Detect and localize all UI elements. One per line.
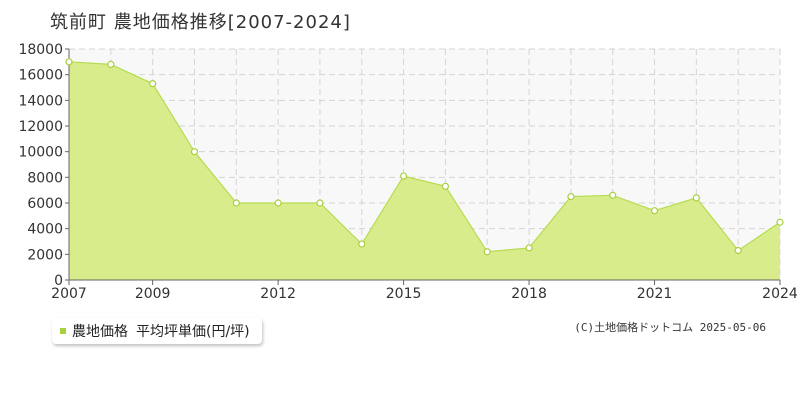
- data-point: [232, 199, 240, 207]
- data-point: [609, 191, 617, 199]
- data-point: [734, 246, 742, 255]
- data-point: [149, 80, 157, 88]
- series-area: [69, 61, 780, 281]
- series-line: [68, 61, 781, 253]
- x-tick-label: 2009: [135, 286, 171, 302]
- y-tick-label: 16000: [18, 68, 63, 84]
- x-tick-label: 2015: [386, 286, 422, 302]
- data-point: [483, 248, 491, 256]
- x-tick-label: 2018: [511, 286, 547, 302]
- data-point: [65, 58, 73, 66]
- legend-marker-icon: [60, 328, 66, 334]
- data-point: [190, 148, 199, 156]
- legend: 農地価格 平均坪単価(円/坪): [52, 318, 262, 344]
- y-tick-label: 8000: [27, 170, 63, 186]
- data-point: [274, 199, 282, 207]
- y-tick-label: 4000: [27, 222, 63, 238]
- y-tick-label: 12000: [18, 119, 63, 135]
- legend-series-label: 農地価格: [72, 324, 128, 340]
- x-tick-label: 2024: [762, 286, 798, 302]
- y-tick-label: 2000: [27, 247, 63, 263]
- data-point: [692, 194, 700, 202]
- data-point: [650, 207, 659, 215]
- y-tick-label: 18000: [18, 42, 63, 58]
- data-point: [525, 244, 533, 252]
- data-point: [441, 182, 450, 190]
- chart-title: 筑前町 農地価格推移[2007-2024]: [50, 12, 351, 33]
- x-tick-label: 2021: [637, 286, 673, 302]
- axes: 0 2000 4000 6000 8000 10000 12000 14000 16000 180…: [18, 42, 797, 302]
- legend-unit-label: 平均坪単価(円/坪): [136, 324, 250, 340]
- x-tick-label: 2012: [260, 286, 296, 302]
- data-point: [107, 60, 115, 69]
- y-tick-label: 6000: [27, 196, 63, 212]
- x-tick-label: 2007: [51, 286, 87, 302]
- y-tick-label: 10000: [18, 145, 63, 161]
- copyright-notice: (C)土地価格ドットコム 2025-05-06: [574, 321, 766, 334]
- data-series: [68, 61, 781, 281]
- data-point: [567, 192, 575, 201]
- data-markers: [65, 58, 784, 256]
- y-tick-label: 0: [54, 273, 63, 289]
- data-point: [776, 218, 784, 226]
- data-point: [399, 172, 408, 180]
- data-point: [358, 240, 366, 248]
- y-tick-label: 14000: [18, 93, 63, 109]
- data-point: [316, 199, 324, 207]
